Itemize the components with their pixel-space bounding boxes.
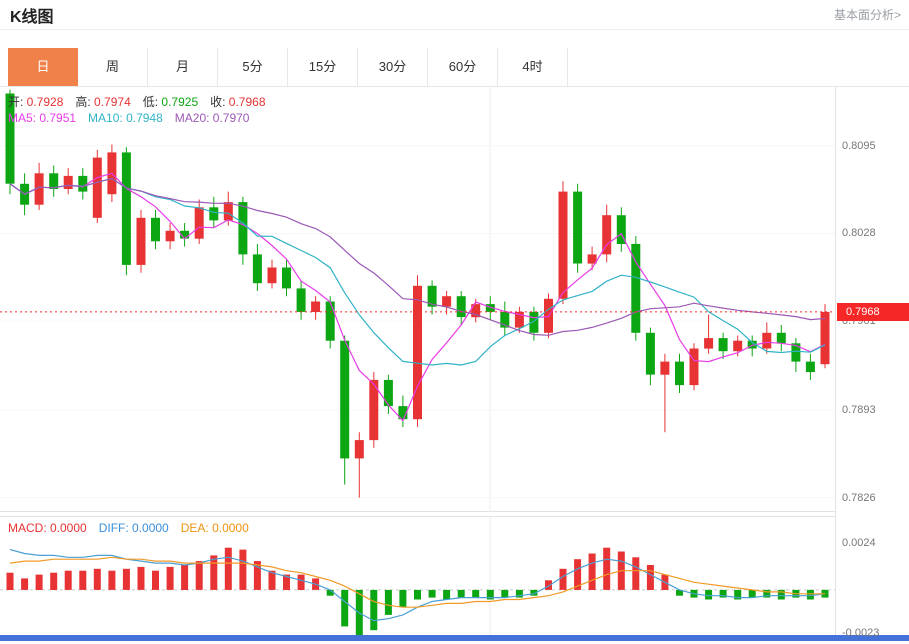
tab-5分[interactable]: 5分 bbox=[218, 48, 288, 86]
ma-legend: MA5: 0.7951 MA10: 0.7948 MA20: 0.7970 bbox=[8, 111, 261, 125]
price-axis: 0.7968 0.8095 0.8028 0.7961 0.7893 0.7826 0.0… bbox=[835, 87, 909, 641]
page-title: K线图 bbox=[10, 8, 54, 26]
macd-chart[interactable] bbox=[0, 517, 835, 636]
bottom-scrollbar[interactable] bbox=[0, 635, 909, 641]
legend-item: DEA: 0.0000 bbox=[180, 521, 249, 535]
legend-item: MA10: 0.7948 bbox=[88, 111, 163, 125]
macd-axis-label: 0.0024 bbox=[842, 537, 876, 549]
price-axis-label: 0.8095 bbox=[842, 140, 876, 152]
legend-item: 开: 0.7928 bbox=[8, 95, 64, 109]
fundamental-analysis-link[interactable]: 基本面分析> bbox=[833, 8, 901, 22]
ohlc-legend: 开: 0.7928 高: 0.7974 低: 0.7925 收: 0.7968 bbox=[8, 93, 278, 110]
legend-item: MACD: 0.0000 bbox=[8, 521, 87, 535]
legend-item: MA5: 0.7951 bbox=[8, 111, 77, 125]
macd-panel[interactable]: MACD: 0.0000 DIFF: 0.0000 DEA: 0.0000 bbox=[0, 516, 835, 636]
last-price-badge: 0.7968 bbox=[837, 303, 909, 321]
header: K线图 基本面分析> bbox=[0, 0, 909, 30]
legend-item: 收: 0.7968 bbox=[210, 95, 266, 109]
tab-4时[interactable]: 4时 bbox=[498, 48, 568, 86]
candlestick-panel[interactable]: 开: 0.7928 高: 0.7974 低: 0.7925 收: 0.7968 MA5… bbox=[0, 87, 835, 512]
legend-item: 高: 0.7974 bbox=[75, 95, 131, 109]
chart-area: 开: 0.7928 高: 0.7974 低: 0.7925 收: 0.7968 MA5… bbox=[0, 86, 909, 644]
tab-周[interactable]: 周 bbox=[78, 48, 148, 86]
price-axis-label: 0.8028 bbox=[842, 227, 876, 239]
timeframe-tabbar: 日周月 5分 15分 30分 60分 4时 bbox=[0, 48, 909, 86]
legend-item: MA20: 0.7970 bbox=[174, 111, 250, 125]
legend-item: 低: 0.7925 bbox=[142, 95, 199, 109]
macd-axis-label: -0.0023 bbox=[842, 627, 880, 639]
price-axis-label: 0.7826 bbox=[842, 492, 876, 504]
price-axis-label: 0.7893 bbox=[842, 404, 876, 416]
tab-15分[interactable]: 15分 bbox=[288, 48, 358, 86]
tab-月[interactable]: 月 bbox=[148, 48, 218, 86]
tab-60分[interactable]: 60分 bbox=[428, 48, 498, 86]
candlestick-chart[interactable] bbox=[0, 87, 835, 512]
tab-30分[interactable]: 30分 bbox=[358, 48, 428, 86]
macd-indicator-legend: MACD: 0.0000 DIFF: 0.0000 DEA: 0.0000 bbox=[8, 521, 261, 535]
tab-日[interactable]: 日 bbox=[8, 48, 78, 86]
legend-item: DIFF: 0.0000 bbox=[98, 521, 169, 535]
